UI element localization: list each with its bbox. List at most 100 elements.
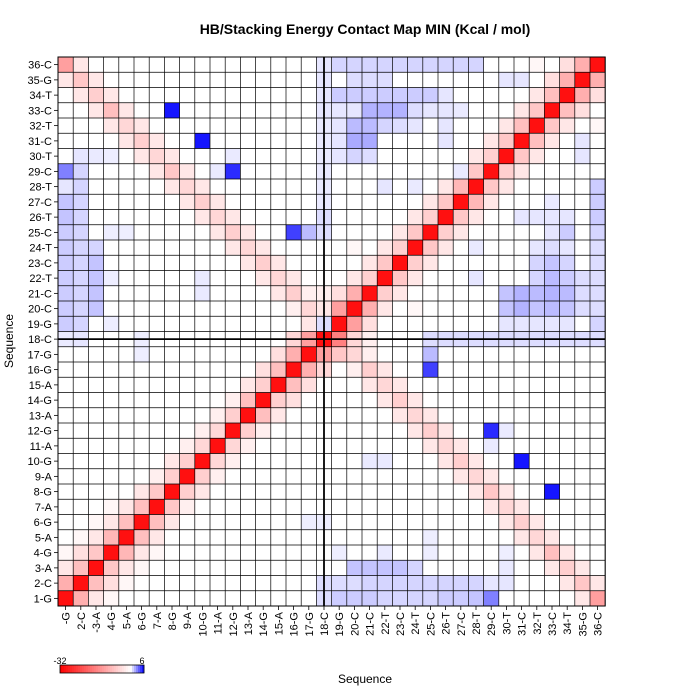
heatmap-cell bbox=[134, 545, 150, 561]
heatmap-cell bbox=[286, 301, 302, 317]
heatmap-cell bbox=[574, 57, 590, 73]
heatmap-cell bbox=[590, 57, 606, 73]
heatmap-cell bbox=[483, 148, 499, 164]
heatmap-cell bbox=[407, 255, 423, 271]
heatmap-cells bbox=[58, 57, 606, 606]
heatmap-cell bbox=[483, 590, 499, 606]
heatmap-cell bbox=[559, 560, 575, 576]
colorbar-swatch bbox=[84, 665, 87, 673]
heatmap-cell bbox=[407, 423, 423, 439]
heatmap-cell bbox=[544, 240, 560, 256]
heatmap-cell bbox=[103, 87, 119, 103]
colorbar-swatch bbox=[128, 665, 131, 673]
heatmap-cell bbox=[438, 224, 454, 240]
heatmap-cell bbox=[559, 301, 575, 317]
heatmap-cell bbox=[377, 545, 393, 561]
heatmap-cell bbox=[255, 392, 271, 408]
heatmap-cell bbox=[225, 453, 241, 469]
x-tick-label: 7-A bbox=[152, 611, 164, 629]
colorbar-swatch bbox=[114, 665, 117, 673]
heatmap-cell bbox=[301, 346, 317, 362]
heatmap-cell bbox=[407, 102, 423, 118]
heatmap-cell bbox=[194, 194, 210, 210]
heatmap-cell bbox=[164, 468, 180, 484]
y-tick-label: 24-T bbox=[29, 243, 52, 255]
colorbar-swatch bbox=[98, 665, 101, 673]
heatmap-cell bbox=[377, 255, 393, 271]
heatmap-cell bbox=[590, 194, 606, 210]
heatmap-cell bbox=[118, 514, 134, 530]
heatmap-cell bbox=[483, 423, 499, 439]
x-tick-label: 17-G bbox=[304, 612, 316, 636]
heatmap-cell bbox=[118, 575, 134, 591]
x-tick-label: 31-C bbox=[517, 612, 529, 636]
heatmap-cell bbox=[346, 285, 362, 301]
heatmap-cell bbox=[468, 179, 484, 195]
heatmap-cell bbox=[255, 377, 271, 393]
heatmap-cell bbox=[392, 118, 408, 134]
heatmap-cell bbox=[286, 270, 302, 286]
heatmap-cell bbox=[270, 255, 286, 271]
heatmap-cell bbox=[590, 590, 606, 606]
heatmap-cell bbox=[590, 87, 606, 103]
heatmap-cell bbox=[286, 362, 302, 378]
heatmap-cell bbox=[346, 590, 362, 606]
heatmap-cell bbox=[544, 316, 560, 332]
x-tick-label: 16-G bbox=[289, 612, 301, 636]
heatmap-cell bbox=[590, 575, 606, 591]
heatmap-cell bbox=[210, 453, 226, 469]
x-tick-label: 14-G bbox=[258, 612, 270, 636]
heatmap-cell bbox=[362, 118, 378, 134]
heatmap-cell bbox=[149, 468, 165, 484]
heatmap-cell bbox=[346, 72, 362, 88]
heatmap-cell bbox=[544, 224, 560, 240]
heatmap-cell bbox=[149, 529, 165, 545]
heatmap-cell bbox=[514, 118, 530, 134]
heatmap-cell bbox=[194, 484, 210, 500]
heatmap-cell bbox=[255, 423, 271, 439]
heatmap-cell bbox=[362, 453, 378, 469]
heatmap-cell bbox=[377, 285, 393, 301]
heatmap-cell bbox=[73, 575, 89, 591]
y-axis-ticks: 1-G 2-C 3-A 4-G 5-A 6-G 7-A 8-G 9-A 10-G 11-A 12-G 1… bbox=[28, 60, 58, 605]
heatmap-cell bbox=[346, 148, 362, 164]
heatmap-cell bbox=[210, 194, 226, 210]
heatmap-cell bbox=[179, 484, 195, 500]
x-tick-label: 26-T bbox=[441, 612, 453, 635]
heatmap-cell bbox=[362, 362, 378, 378]
colorbar bbox=[59, 664, 145, 674]
heatmap-cell bbox=[255, 407, 271, 423]
heatmap-cell bbox=[73, 270, 89, 286]
heatmap-cell bbox=[362, 575, 378, 591]
heatmap-cell bbox=[529, 57, 545, 73]
heatmap-cell bbox=[210, 438, 226, 454]
colorbar-swatch bbox=[66, 665, 69, 673]
heatmap-cell bbox=[498, 514, 514, 530]
colorbar-swatch bbox=[72, 665, 75, 673]
heatmap-cell bbox=[377, 392, 393, 408]
heatmap-cell bbox=[574, 148, 590, 164]
heatmap-cell bbox=[529, 133, 545, 149]
heatmap-cell bbox=[468, 194, 484, 210]
heatmap-cell bbox=[392, 87, 408, 103]
y-tick-label: 3-A bbox=[35, 563, 53, 575]
heatmap-cell bbox=[301, 362, 317, 378]
x-axis-label: Sequence bbox=[338, 672, 392, 686]
heatmap-cell bbox=[103, 560, 119, 576]
heatmap-cell bbox=[483, 575, 499, 591]
y-tick-label: 18-C bbox=[28, 334, 52, 346]
x-tick-label: 8-G bbox=[167, 612, 179, 630]
heatmap-cell bbox=[134, 133, 150, 149]
heatmap-cell bbox=[574, 590, 590, 606]
heatmap-cell bbox=[377, 102, 393, 118]
heatmap-cell bbox=[270, 270, 286, 286]
heatmap-cell bbox=[422, 194, 438, 210]
x-tick-label: 11-A bbox=[213, 611, 225, 634]
heatmap-cell bbox=[468, 590, 484, 606]
colorbar-swatch bbox=[126, 665, 129, 673]
heatmap-cell bbox=[377, 72, 393, 88]
heatmap-cell bbox=[544, 545, 560, 561]
heatmap-cell bbox=[438, 209, 454, 225]
y-tick-label: 14-G bbox=[28, 395, 52, 407]
heatmap-cell bbox=[559, 575, 575, 591]
